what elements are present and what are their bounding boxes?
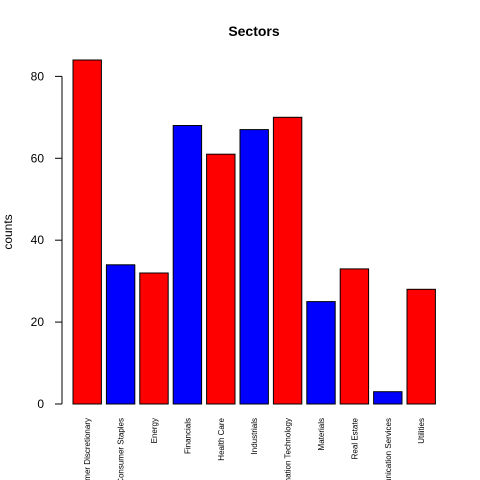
- y-tick-label: 60: [31, 151, 45, 165]
- bar-industrials: [239, 129, 269, 405]
- x-tick-label: Health Care: [217, 417, 226, 460]
- bar-consumer-staples: [105, 264, 136, 405]
- x-tick-label: Materials: [317, 418, 326, 450]
- x-tick-label: Utilities: [417, 418, 426, 444]
- bar-real-estate: [339, 268, 370, 405]
- y-tick-label: 80: [31, 69, 45, 83]
- bar-energy: [139, 272, 169, 405]
- bars-group: [72, 59, 436, 405]
- x-tick-label: Industrials: [250, 418, 259, 454]
- x-tick-label: Consumer Discretionary: [83, 418, 92, 480]
- x-tick-label: Consumer Staples: [117, 418, 126, 480]
- x-tick-label: Real Estate: [350, 417, 359, 459]
- bar-utilities: [406, 288, 436, 405]
- y-axis: 0 20 40 60 80: [31, 69, 63, 411]
- y-tick-label: 40: [31, 233, 45, 247]
- y-tick-label: 20: [31, 315, 45, 329]
- bar-information-technology: [272, 116, 303, 405]
- x-tick-label: Energy: [150, 418, 159, 443]
- x-tick-label: Financials: [183, 418, 192, 454]
- bar-communication-services: [373, 391, 403, 405]
- chart-title: Sectors: [228, 23, 280, 39]
- bar-materials: [306, 301, 336, 405]
- y-tick-label: 0: [37, 397, 44, 411]
- x-tick-labels: Consumer Discretionary Consumer Staples En…: [83, 417, 426, 480]
- bar-consumer-discretionary: [72, 59, 102, 405]
- bar-health-care: [206, 153, 236, 405]
- y-axis-label: counts: [1, 214, 15, 249]
- bar-financials: [172, 125, 203, 405]
- x-tick-label: Information Technology: [284, 418, 293, 480]
- x-tick-label: Communication Services: [384, 418, 393, 480]
